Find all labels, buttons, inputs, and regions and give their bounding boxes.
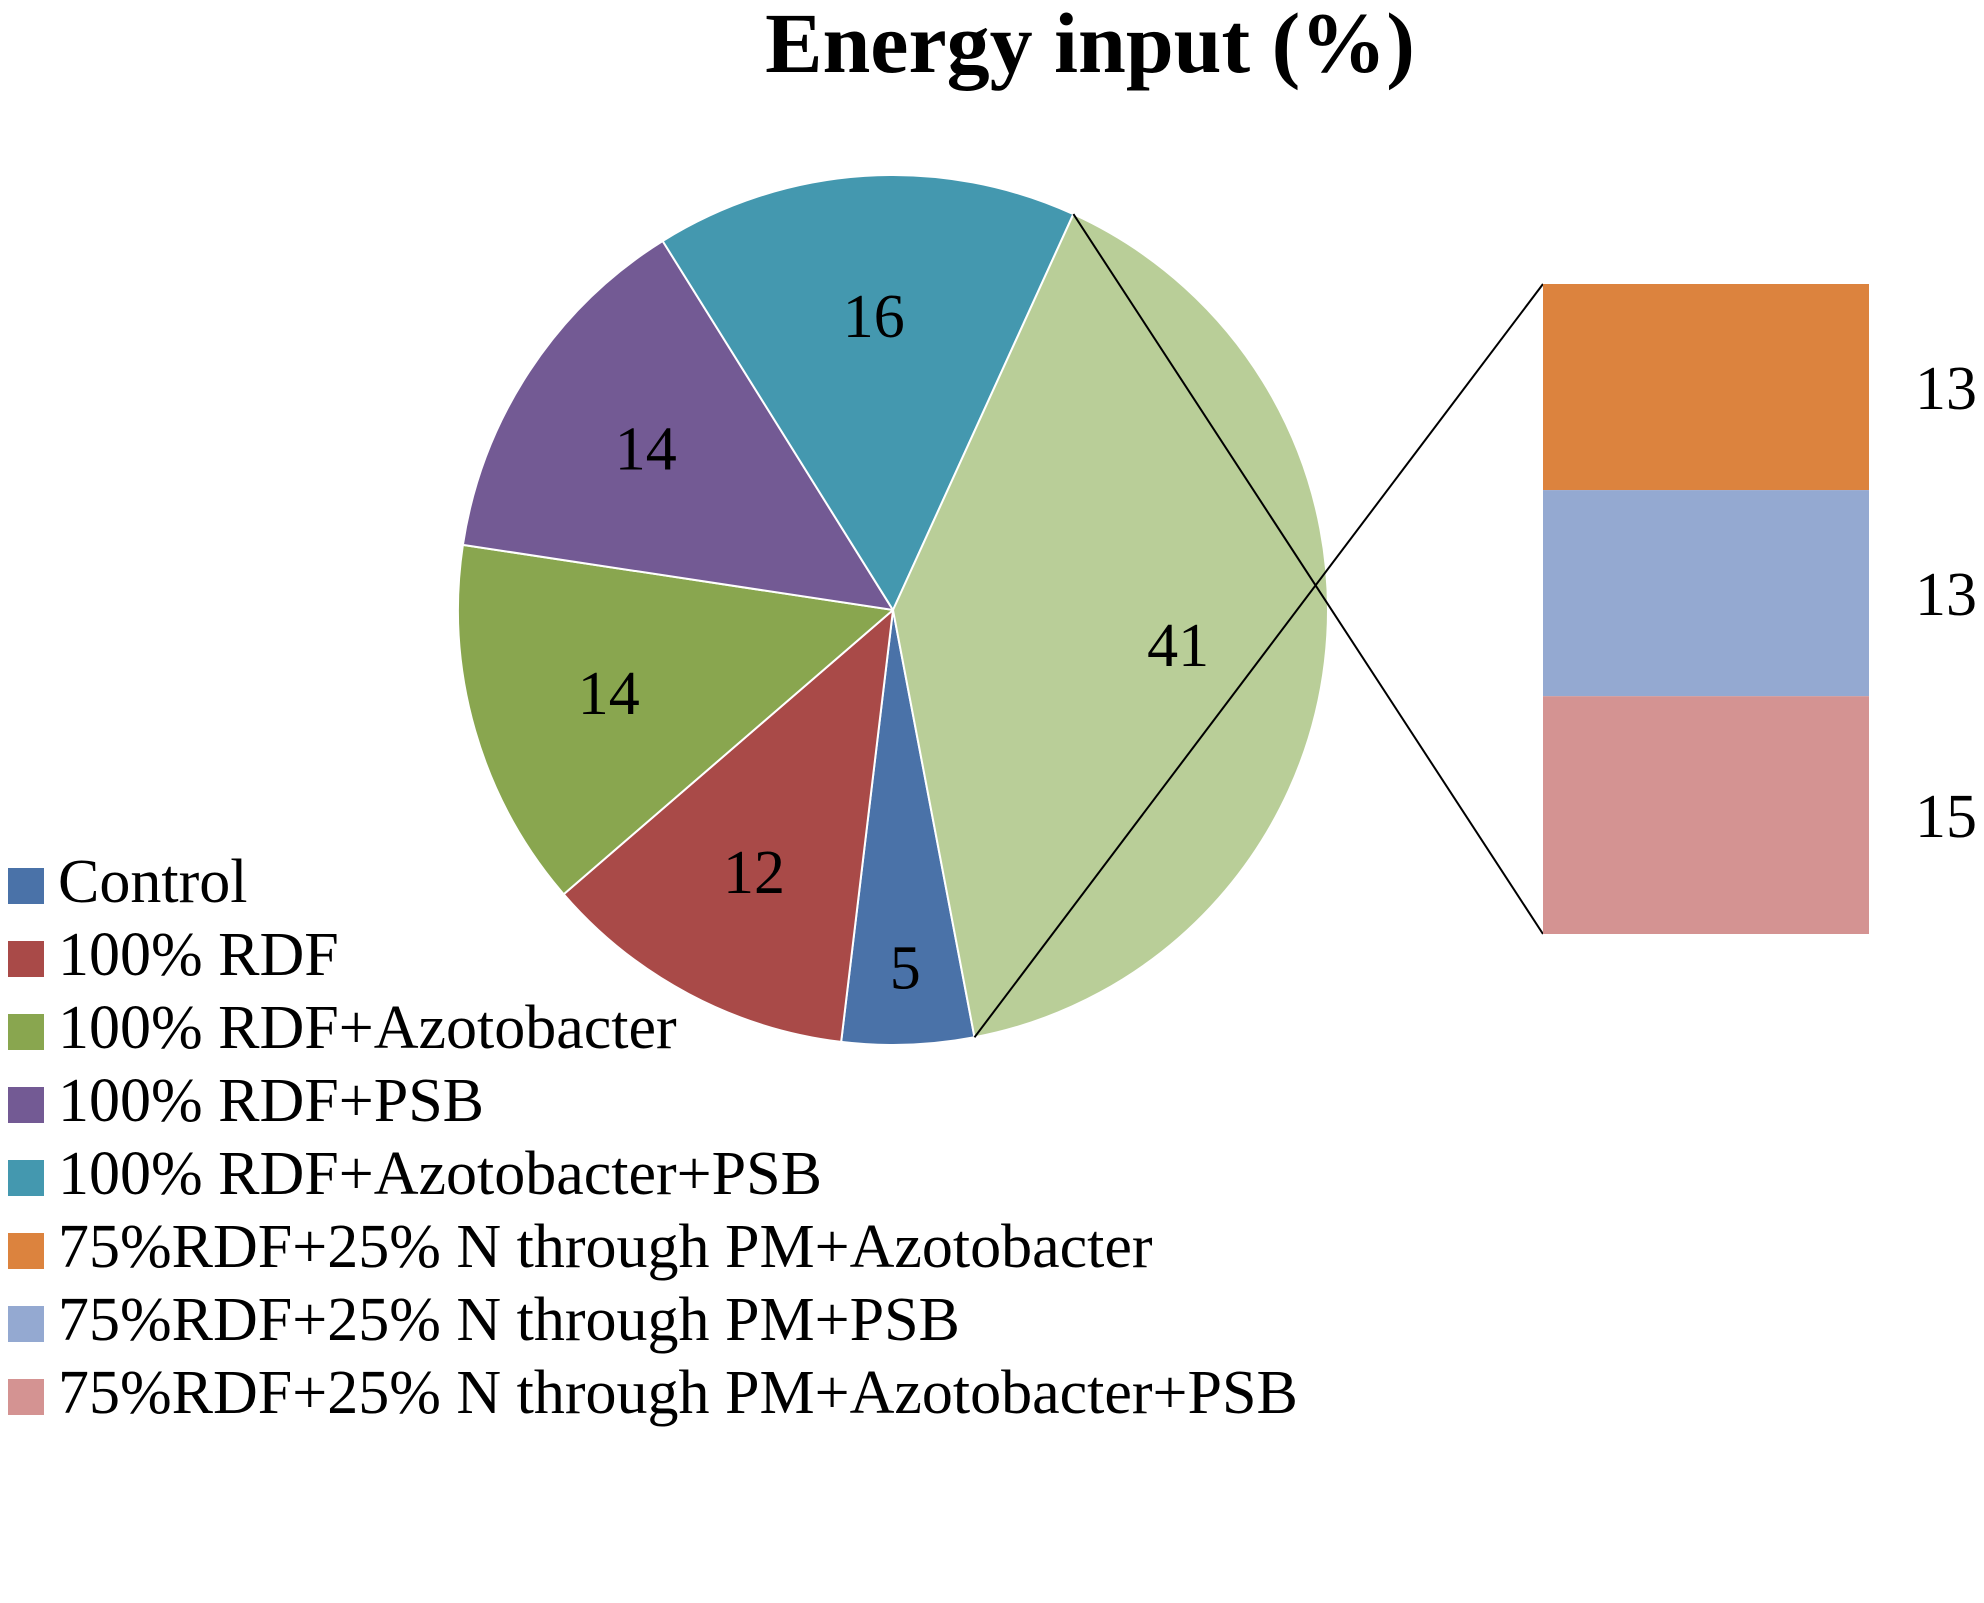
- bar-segment-75-rdf-25-n-through-pm-psb: [1543, 490, 1869, 697]
- legend-swatch: [8, 1087, 44, 1123]
- legend-label: 75%RDF+25% N through PM+PSB: [58, 1286, 960, 1354]
- pie-data-label: 16: [843, 283, 905, 351]
- legend-label: 75%RDF+25% N through PM+Azotobacter: [58, 1213, 1153, 1281]
- legend-label: 100% RDF+Azotobacter: [58, 994, 677, 1062]
- legend-label: 75%RDF+25% N through PM+Azotobacter+PSB: [58, 1359, 1298, 1427]
- pie-slice-100-rdf-azotobacter-psb: [661, 174, 1075, 613]
- pie-data-label: 41: [1147, 612, 1209, 680]
- bar-data-label: 13: [1915, 355, 1977, 423]
- pie-data-label: 12: [723, 839, 785, 907]
- pie: 5 12 14 14 16 41: [457, 174, 1329, 1046]
- legend-label: 100% RDF+PSB: [58, 1067, 484, 1135]
- legend-swatch: [8, 941, 44, 977]
- pie-data-label: 5: [890, 935, 921, 1003]
- legend-label: 100% RDF+Azotobacter+PSB: [58, 1140, 822, 1208]
- bar-segment-75-rdf-25-n-through-pm-azotobacter: [1543, 284, 1869, 491]
- legend-swatch: [8, 1160, 44, 1196]
- bar-segment-75-rdf-25-n-through-pm-azotobacter-psb: [1543, 696, 1869, 934]
- legend-swatch: [8, 868, 44, 904]
- pie-slice-100-rdf-azotobacter: [457, 543, 896, 896]
- legend-swatch: [8, 1306, 44, 1342]
- bar-data-label: 15: [1915, 783, 1977, 851]
- stacked-bar: 13 13 15: [1543, 284, 1977, 934]
- connector-line-top: [973, 283, 1544, 1038]
- connector-lines: [973, 213, 1544, 1038]
- connector-line-bottom: [1072, 213, 1544, 935]
- chart-title: Energy input (%): [765, 0, 1415, 91]
- pie-data-label: 14: [615, 416, 677, 484]
- pie-slice-100-rdf-psb: [461, 239, 895, 612]
- pie-slice-100-rdf: [562, 607, 895, 1044]
- legend-swatch: [8, 1379, 44, 1415]
- legend-swatch: [8, 1233, 44, 1269]
- legend-label: Control: [58, 848, 247, 916]
- pie-data-label: 14: [578, 660, 640, 728]
- legend-swatch: [8, 1014, 44, 1050]
- bar-data-label: 13: [1915, 561, 1977, 629]
- pie-slice-other: [891, 212, 1329, 1039]
- legend-label: 100% RDF: [58, 921, 339, 989]
